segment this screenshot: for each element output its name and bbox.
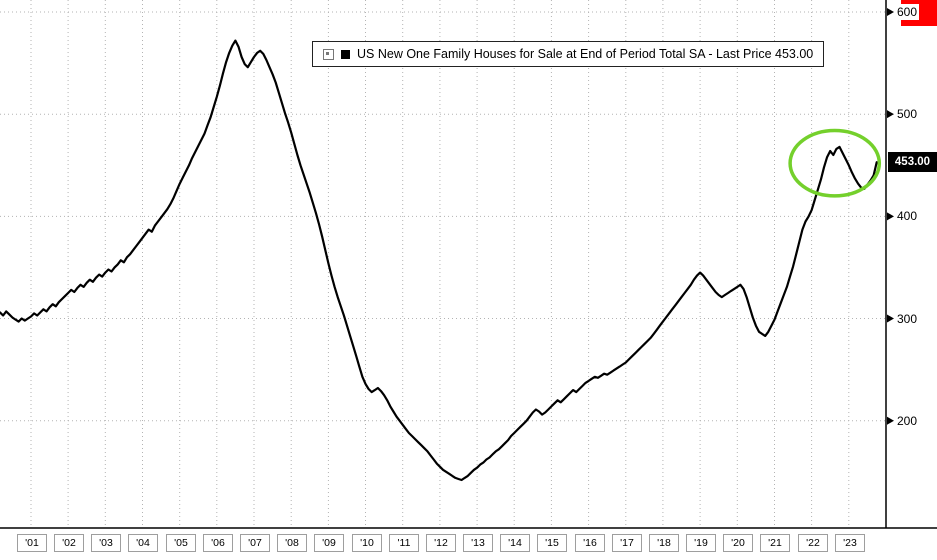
legend-item[interactable]: US New One Family Houses for Sale at End… (312, 41, 825, 67)
legend-toggle-icon[interactable] (323, 48, 334, 60)
legend-label: US New One Family Houses for Sale at End… (357, 47, 814, 61)
y-tick-arrow-icon (887, 416, 894, 425)
y-tick-arrow-icon (887, 314, 894, 323)
y-tick-arrow-icon (887, 8, 894, 16)
y-tick-arrow-icon (887, 212, 894, 221)
price-line (0, 39, 878, 482)
series-color-swatch-icon (341, 49, 350, 59)
y-tick-arrow-icon (887, 110, 894, 119)
highlight-ellipse (788, 128, 882, 198)
